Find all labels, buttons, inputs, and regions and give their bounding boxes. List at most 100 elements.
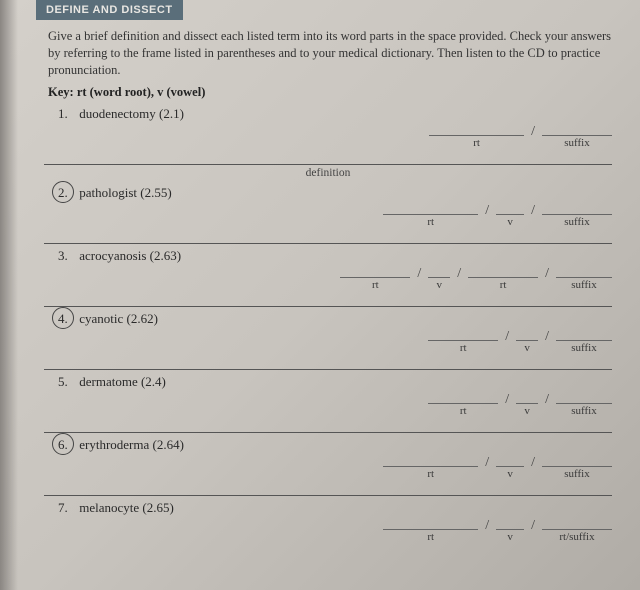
slash-icon: /: [484, 455, 490, 474]
label-suffix: suffix: [571, 405, 596, 417]
slot-rt: rt: [340, 266, 410, 291]
slash-icon: /: [530, 455, 536, 474]
item-4: 4. cyanotic (2.62) rt / v / suffix: [44, 311, 612, 370]
term-row: 5. dermatome (2.4): [58, 374, 612, 390]
slot-v: v: [428, 266, 450, 291]
label-rt: rt: [372, 279, 379, 291]
slot-rt: rt: [383, 455, 478, 480]
definition-blank[interactable]: [44, 482, 612, 496]
blank-line[interactable]: [429, 124, 524, 136]
blank-line[interactable]: [556, 266, 612, 278]
definition-label: definition: [44, 167, 612, 179]
term-text: melanocyte (2.65): [79, 500, 174, 515]
blank-line[interactable]: [556, 329, 612, 341]
blank-line[interactable]: [468, 266, 538, 278]
slash-icon: /: [530, 203, 536, 222]
slash-icon: /: [484, 203, 490, 222]
term-text: acrocyanosis (2.63): [79, 248, 181, 263]
slash-icon: /: [544, 266, 550, 285]
blank-line[interactable]: [428, 266, 450, 278]
parts-line: rt / suffix: [44, 124, 612, 149]
label-rt: rt: [427, 468, 434, 480]
blank-line[interactable]: [383, 455, 478, 467]
slot-v: v: [516, 392, 538, 417]
worksheet-page: DEFINE AND DISSECT Give a brief definiti…: [0, 0, 640, 590]
blank-line[interactable]: [428, 392, 498, 404]
term-number: 2.: [58, 185, 76, 201]
blank-line[interactable]: [516, 329, 538, 341]
label-suffix: suffix: [564, 137, 589, 149]
item-2: 2. pathologist (2.55) rt / v / suffix: [44, 185, 612, 244]
definition-blank[interactable]: [44, 356, 612, 370]
blank-line[interactable]: [516, 392, 538, 404]
label-rt: rt: [460, 405, 467, 417]
term-text: duodenectomy (2.1): [79, 106, 184, 121]
term-text: dermatome (2.4): [79, 374, 166, 389]
term-number: 3.: [58, 248, 76, 264]
blank-line[interactable]: [542, 203, 612, 215]
slot-v: v: [496, 203, 524, 228]
blank-line[interactable]: [496, 203, 524, 215]
label-suffix: suffix: [571, 279, 596, 291]
slash-icon: /: [530, 124, 536, 143]
slash-icon: /: [456, 266, 462, 285]
slot-suffix: suffix: [542, 455, 612, 480]
blank-line[interactable]: [556, 392, 612, 404]
item-5: 5. dermatome (2.4) rt / v / suffix: [44, 374, 612, 433]
blank-line[interactable]: [428, 329, 498, 341]
term-number: 1.: [58, 106, 76, 122]
label-rt: rt: [427, 216, 434, 228]
label-suffix: suffix: [564, 216, 589, 228]
slash-icon: /: [544, 329, 550, 348]
blank-line[interactable]: [542, 124, 612, 136]
definition-blank[interactable]: [44, 230, 612, 244]
item-3: 3. acrocyanosis (2.63) rt / v / rt / suf…: [44, 248, 612, 307]
blank-line[interactable]: [496, 518, 524, 530]
definition-blank[interactable]: [44, 419, 612, 433]
label-rt: rt: [473, 137, 480, 149]
term-row: 3. acrocyanosis (2.63): [58, 248, 612, 264]
blank-line[interactable]: [542, 518, 612, 530]
parts-line: rt / v / rt / suffix: [44, 266, 612, 291]
definition-blank[interactable]: [44, 293, 612, 307]
item-7: 7. melanocyte (2.65) rt / v / rt/suffix: [44, 500, 612, 543]
term-number: 7.: [58, 500, 76, 516]
slash-icon: /: [544, 392, 550, 411]
slash-icon: /: [530, 518, 536, 537]
label-v: v: [524, 405, 530, 417]
instructions-text: Give a brief definition and dissect each…: [48, 28, 612, 79]
blank-line[interactable]: [496, 455, 524, 467]
label-v: v: [507, 531, 513, 543]
slash-icon: /: [484, 518, 490, 537]
label-rtsuffix: rt/suffix: [559, 531, 594, 543]
slot-rt: rt: [429, 124, 524, 149]
blank-line[interactable]: [340, 266, 410, 278]
slot-rt: rt: [383, 518, 478, 543]
label-v: v: [507, 216, 513, 228]
blank-line[interactable]: [383, 518, 478, 530]
blank-line[interactable]: [542, 455, 612, 467]
label-v: v: [524, 342, 530, 354]
slash-icon: /: [504, 392, 510, 411]
item-1: 1. duodenectomy (2.1) rt / suffix defini…: [44, 106, 612, 179]
label-rt: rt: [460, 342, 467, 354]
term-row: 1. duodenectomy (2.1): [58, 106, 612, 122]
slot-v: v: [516, 329, 538, 354]
term-row: 7. melanocyte (2.65): [58, 500, 612, 516]
parts-line: rt / v / suffix: [44, 455, 612, 480]
term-text: erythroderma (2.64): [79, 437, 184, 452]
slot-suffix: suffix: [542, 203, 612, 228]
definition-blank[interactable]: [44, 151, 612, 165]
key-prefix: Key:: [48, 85, 74, 99]
term-number: 6.: [58, 437, 76, 453]
label-rt: rt: [427, 531, 434, 543]
parts-line: rt / v / suffix: [44, 329, 612, 354]
label-suffix: suffix: [571, 342, 596, 354]
parts-line: rt / v / suffix: [44, 203, 612, 228]
slot-rt: rt: [428, 392, 498, 417]
item-6: 6. erythroderma (2.64) rt / v / suffix: [44, 437, 612, 496]
term-text: pathologist (2.55): [79, 185, 171, 200]
blank-line[interactable]: [383, 203, 478, 215]
term-text: cyanotic (2.62): [79, 311, 158, 326]
slot-rt: rt: [468, 266, 538, 291]
